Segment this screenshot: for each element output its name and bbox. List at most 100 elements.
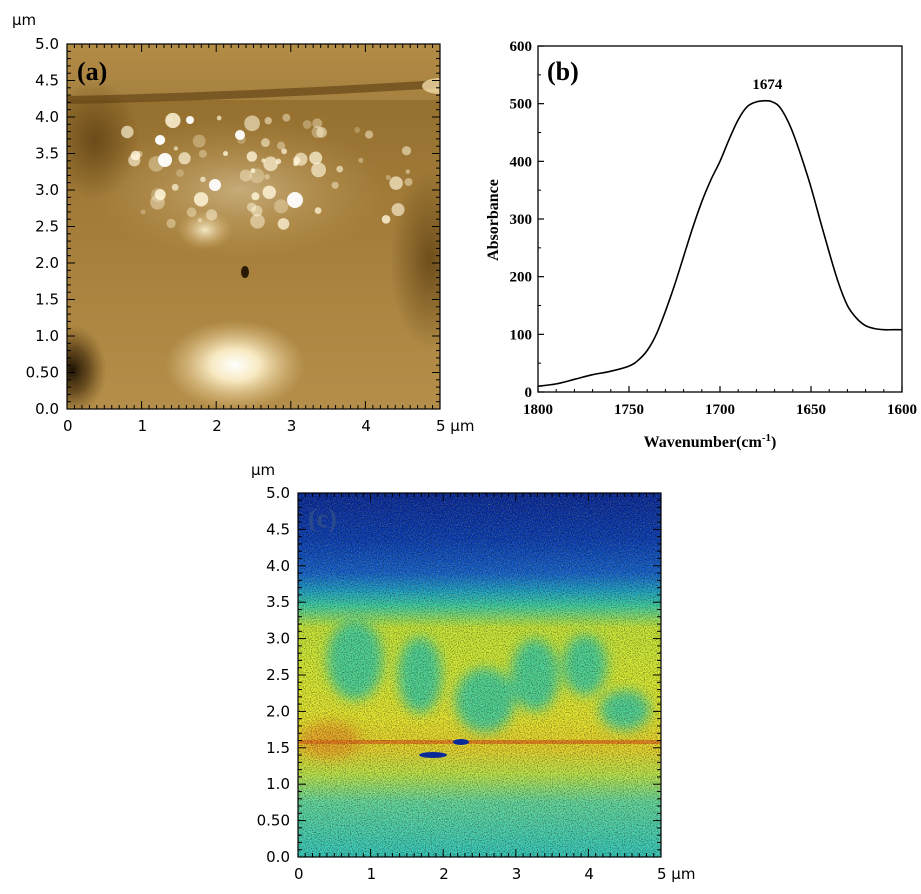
afm-bright-spot	[389, 176, 403, 190]
afm-bright-spot	[293, 160, 299, 167]
chemical-map-y-tick-label: 2.5	[266, 666, 290, 684]
chemical-map-y-tick-label: 5.0	[266, 484, 290, 502]
afm-bright-spot	[281, 148, 288, 155]
afm-bright-spot	[316, 127, 327, 138]
afm-bright-spot	[209, 179, 221, 191]
chemical-map-defect	[453, 739, 469, 745]
afm-bright-spot	[155, 135, 165, 145]
afm-bright-spot	[365, 130, 374, 139]
afm-bright-spot	[178, 152, 191, 165]
afm-bright-spot	[381, 214, 391, 224]
afm-bright-spot	[282, 113, 291, 122]
panel-b: 1800 1750 1700 1650 1600 0 100 200 300 400 500 600 …	[470, 0, 921, 470]
afm-bright-spot	[200, 176, 206, 183]
chemical-map-x-tick-label: 3	[512, 865, 522, 883]
afm-bright-spot	[235, 130, 245, 140]
afm-bright-features	[121, 112, 413, 230]
afm-bright-spot	[274, 199, 289, 214]
panel-c: 0 1 2 3 4 5 μm 0.0 0.50 1.0 1.5 2.0 2.5 3.0 3.5 4.0 4.5…	[235, 450, 705, 894]
afm-bright-spot	[261, 138, 270, 147]
afm-bright-spot	[314, 207, 322, 215]
afm-bright-spot	[404, 178, 413, 187]
panel-label-a: (a)	[77, 57, 107, 86]
afm-y-tick-label: 5.0	[35, 35, 59, 53]
chemical-map-y-tick-label: 0.50	[257, 812, 290, 830]
x-axis-label: Wavenumber(cm-1)	[644, 432, 777, 451]
chemical-map-x-tick-label: 5 μm	[657, 865, 695, 883]
absorbance-chart: 1800 1750 1700 1650 16000100200300400500600 …	[485, 39, 918, 451]
afm-bright-spot	[198, 149, 207, 158]
panel-a: 0 1 2 3 4 5 μm 0.0 0.50 1.0 1.5 2.0 2.5 3.0 3.5 4.0 4.5…	[0, 0, 474, 450]
afm-height-chart: 0 1 2 3 4 5 μm 0.0 0.50 1.0 1.5 2.0 2.5 3.0 3.5 4.0 4.5…	[12, 11, 474, 435]
y-tick-label: 400	[510, 154, 533, 170]
absorbance-series-line	[537, 99, 902, 387]
y-tick-label: 500	[510, 97, 533, 113]
y-tick-label: 200	[510, 270, 533, 286]
afm-x-tick-label: 0	[63, 417, 73, 435]
afm-bright-spot	[186, 207, 197, 218]
afm-bright-spot	[312, 118, 323, 129]
afm-bright-spot	[264, 117, 272, 125]
afm-bright-spot	[287, 192, 303, 208]
afm-bright-spot	[206, 209, 218, 221]
afm-bright-spot	[311, 125, 324, 139]
afm-bright-spot	[263, 156, 278, 172]
afm-y-tick-label: 3.0	[35, 181, 59, 199]
panel-label-c: (c)	[308, 504, 337, 533]
chemical-map-x-tick-label: 4	[584, 865, 594, 883]
y-tick-label: 100	[510, 327, 533, 343]
spectrum-axes: 1800 1750 1700 1650 1600 0 100 200 300 400 500 600	[510, 39, 918, 418]
afm-bright-spot	[405, 169, 411, 174]
afm-image	[67, 44, 440, 409]
afm-bright-spot	[166, 218, 176, 229]
y-tick-label: 300	[510, 212, 533, 228]
afm-bright-spot	[130, 150, 141, 161]
afm-bright-spot	[277, 218, 290, 230]
afm-bright-spot	[140, 209, 146, 215]
afm-bright-spot	[165, 112, 181, 129]
chemical-map-defect	[419, 752, 447, 758]
afm-bright-spot	[244, 115, 260, 132]
afm-bright-spot	[302, 120, 312, 129]
x-tick-label: 1650	[796, 402, 826, 418]
afm-bright-spot	[249, 168, 265, 184]
afm-y-tick-label: 1.0	[35, 327, 59, 345]
panel-label-b: (b)	[547, 57, 579, 86]
afm-bright-spot	[186, 116, 194, 124]
afm-bright-spot	[250, 168, 256, 174]
afm-bright-spot	[171, 183, 179, 191]
x-tick-label: 1800	[523, 402, 553, 418]
chemical-map-y-tick-label: 2.0	[266, 702, 290, 720]
afm-y-tick-label: 4.5	[35, 72, 59, 90]
afm-y-tick-label: 0.50	[26, 364, 59, 382]
chemical-map-chart: 0 1 2 3 4 5 μm 0.0 0.50 1.0 1.5 2.0 2.5 3.0 3.5 4.0 4.5…	[251, 461, 695, 883]
afm-bright-spot	[223, 151, 228, 156]
peak-annotation: 1674	[752, 77, 783, 93]
afm-y-tick-label: 0.0	[35, 400, 59, 418]
afm-bright-spot	[216, 115, 222, 121]
y-tick-label: 0	[525, 385, 533, 401]
chemical-map-x-tick-label: 0	[294, 865, 304, 883]
afm-unit-label: μm	[12, 11, 36, 29]
afm-bright-spot	[251, 205, 263, 217]
afm-bright-spot	[250, 214, 265, 229]
x-tick-label: 1750	[614, 402, 644, 418]
afm-bright-spot	[309, 151, 323, 165]
afm-y-tick-label: 1.5	[35, 291, 59, 309]
chemical-map-y-tick-label: 3.0	[266, 630, 290, 648]
afm-defect-mark	[241, 266, 249, 278]
afm-bright-spot	[239, 169, 252, 182]
chemical-map-image	[298, 493, 661, 857]
x-tick-label: 1700	[705, 402, 735, 418]
afm-bright-spot	[154, 189, 166, 201]
afm-bright-spot	[251, 192, 260, 201]
afm-x-tick-label: 3	[287, 417, 297, 435]
chemical-map-y-tick-label: 0.0	[266, 848, 290, 866]
y-axis-label: Absorbance	[485, 179, 502, 261]
spectrum-frame	[537, 45, 903, 393]
afm-bright-spot	[158, 153, 172, 167]
afm-bright-spot	[173, 146, 179, 151]
chemical-map-x-tick-label: 2	[439, 865, 449, 883]
x-tick-label: 1600	[887, 402, 917, 418]
afm-bright-spot	[193, 192, 209, 207]
